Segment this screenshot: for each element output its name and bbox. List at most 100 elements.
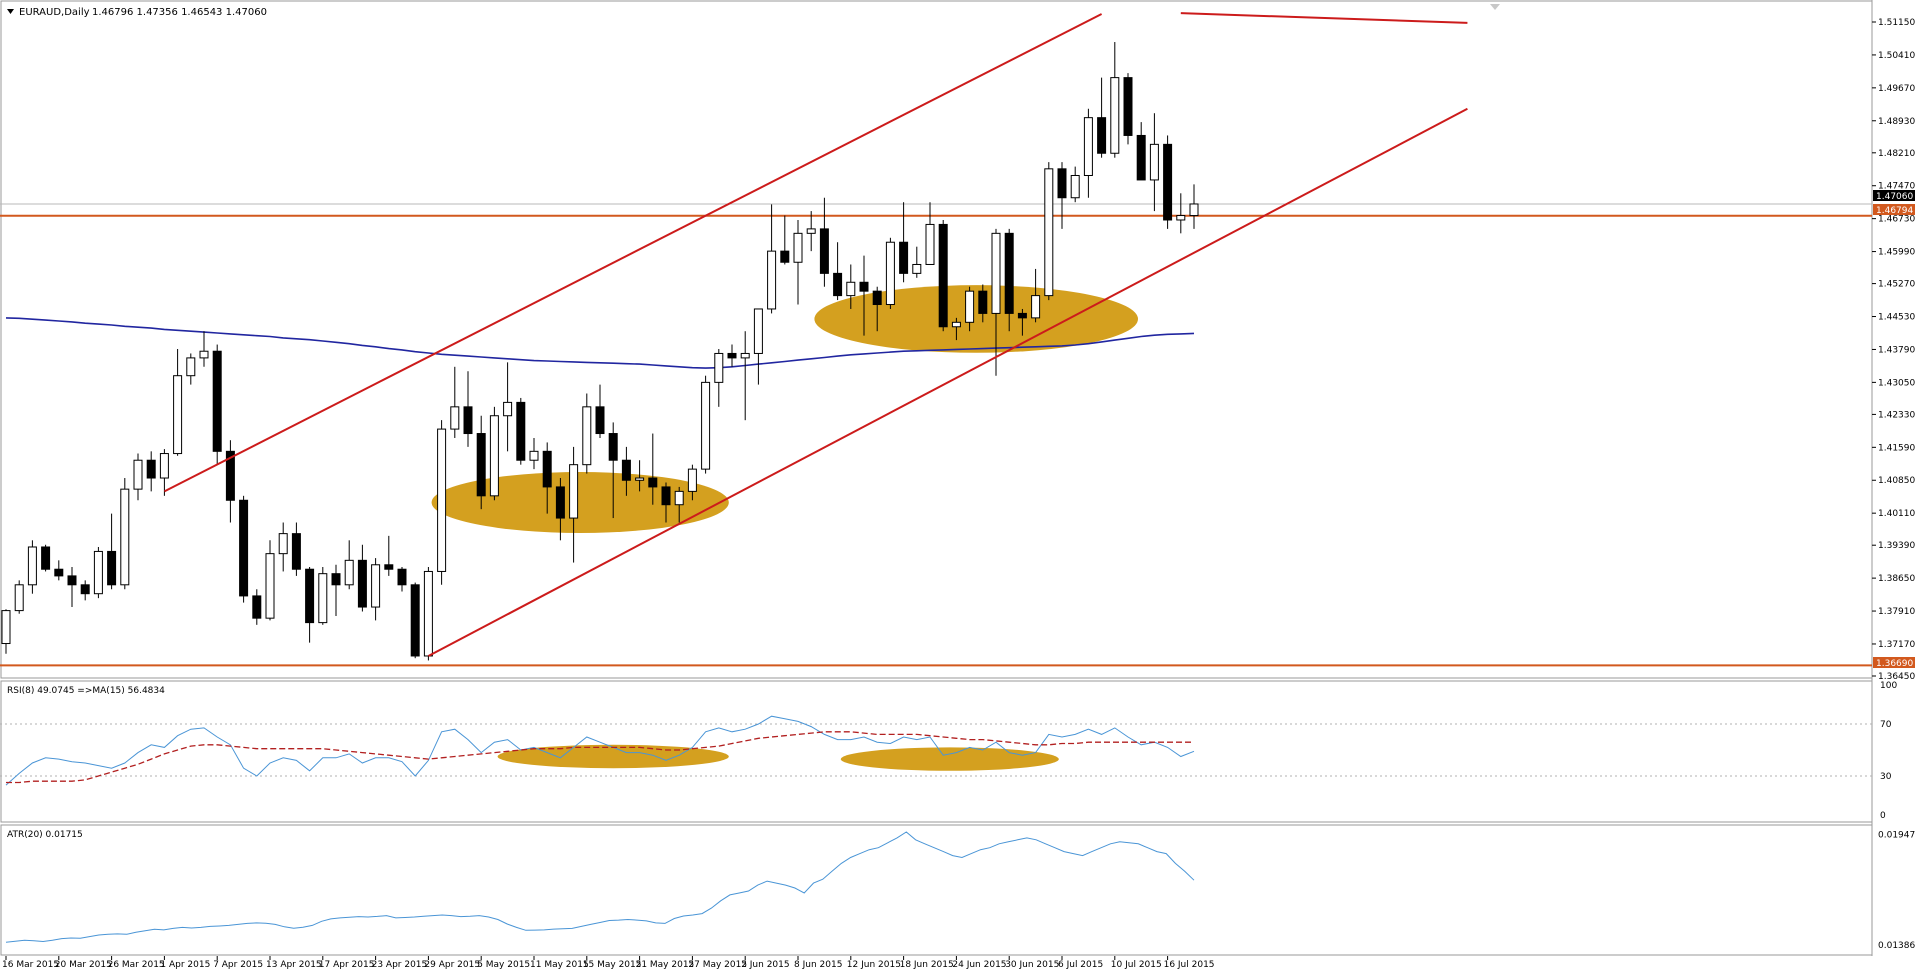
candle: [252, 589, 262, 625]
support-zone-ellipse: [814, 285, 1138, 353]
candle: [661, 482, 671, 523]
candle: [1017, 308, 1027, 336]
candle-body: [687, 468, 697, 492]
candle-body: [318, 573, 328, 624]
time-tick-label: 5 May 2015: [477, 960, 530, 970]
candle: [714, 349, 724, 407]
price-tick-label: 1.46730: [1878, 215, 1915, 225]
candle: [648, 433, 658, 505]
candle-body: [67, 575, 77, 586]
candle-body: [555, 486, 565, 519]
candle: [186, 353, 196, 385]
candle-body: [1189, 203, 1199, 217]
time-tick-label: 10 Jul 2015: [1111, 960, 1162, 970]
candle: [753, 308, 763, 385]
candle: [595, 384, 605, 438]
time-tick-label: 7 Apr 2015: [213, 960, 263, 970]
time-tick-label: 8 Jun 2015: [794, 960, 842, 970]
candle-body: [991, 232, 1001, 314]
candle: [793, 219, 803, 305]
trendline-overlays: [163, 12, 1468, 657]
rsi-tick-label: 100: [1880, 681, 1897, 691]
price-tick-label: 1.37910: [1878, 607, 1915, 617]
price-tick-label: 1.47470: [1878, 182, 1915, 192]
candle: [925, 202, 935, 265]
price-tick-label: 1.48930: [1878, 117, 1915, 127]
candle-body: [146, 459, 156, 479]
candle-body: [767, 250, 777, 310]
candle-body: [371, 564, 381, 608]
symbol-label: EURAUD,Daily: [19, 7, 90, 18]
candle-body: [1136, 134, 1146, 181]
rsi-zone-ellipse: [840, 747, 1059, 771]
candle-body: [1057, 168, 1067, 199]
candle: [93, 546, 103, 599]
price-tick-label: 1.38650: [1878, 574, 1915, 584]
atr-line: [5, 831, 1195, 943]
current-price-tag: 1.47060: [1873, 190, 1915, 202]
chart-header: EURAUD,Daily 1.46796 1.47356 1.46543 1.4…: [7, 7, 267, 18]
candle-body: [476, 433, 486, 497]
candle: [727, 344, 737, 367]
price-tick-label: 1.51150: [1878, 18, 1915, 28]
candle: [291, 522, 301, 576]
candle: [331, 564, 341, 616]
candle: [965, 286, 975, 332]
rsi-panel: RSI(8) 49.0745 =>MA(15) 56.4834 100 70 30 0: [0, 681, 1897, 821]
time-tick-label: 15 May 2015: [583, 960, 642, 970]
price-tick-label: 1.49670: [1878, 84, 1915, 94]
candle-body: [846, 281, 856, 297]
candle-body: [437, 428, 447, 572]
price-tick-label: 1.43790: [1878, 345, 1915, 355]
price-tick-label: 1.36450: [1878, 672, 1915, 682]
candle-body: [1097, 117, 1107, 154]
candle-body: [582, 406, 592, 466]
candle-body: [978, 290, 988, 314]
rsi-tick-label: 30: [1880, 772, 1892, 782]
rsi-ma-line: [6, 731, 1194, 784]
candle-body: [529, 450, 539, 461]
candle: [1123, 73, 1133, 145]
candle: [555, 478, 565, 541]
candle-body: [542, 450, 552, 488]
candle: [212, 344, 222, 465]
candle-body: [489, 415, 499, 497]
candle: [225, 440, 235, 523]
candle: [872, 286, 882, 332]
candle: [846, 264, 856, 309]
time-tick-label: 27 May 2015: [688, 960, 747, 970]
ohlc-readout: 1.46796 1.47356 1.46543 1.47060: [92, 7, 267, 18]
candle: [912, 246, 922, 278]
shift-marker-icon[interactable]: [1490, 4, 1500, 10]
candle: [1, 609, 11, 654]
candle: [397, 567, 407, 592]
candle: [687, 464, 697, 501]
candle: [450, 366, 460, 438]
time-tick-label: 1 Apr 2015: [160, 960, 210, 970]
candle: [1176, 193, 1186, 234]
candle-body: [885, 241, 895, 306]
candle-body: [806, 228, 816, 234]
candle-body: [291, 533, 301, 570]
candle: [582, 393, 592, 474]
rsi-tick-label: 70: [1880, 720, 1892, 730]
candle: [1097, 77, 1107, 158]
candle-body: [701, 381, 711, 470]
candle-body: [463, 406, 473, 435]
candle-body: [912, 263, 922, 274]
candle: [54, 560, 64, 581]
candle: [780, 215, 790, 265]
time-tick-label: 29 Apr 2015: [424, 960, 480, 970]
candle: [423, 567, 433, 661]
candle: [120, 478, 130, 590]
candle: [357, 544, 367, 612]
time-tick-label: 24 Jun 2015: [952, 960, 1006, 970]
candle: [503, 362, 513, 452]
support-lower-label: 1.36690: [1876, 659, 1913, 669]
candle: [476, 415, 486, 510]
candle: [1031, 268, 1041, 323]
collapse-triangle-icon[interactable]: [7, 9, 14, 14]
candle-body: [1083, 117, 1093, 176]
